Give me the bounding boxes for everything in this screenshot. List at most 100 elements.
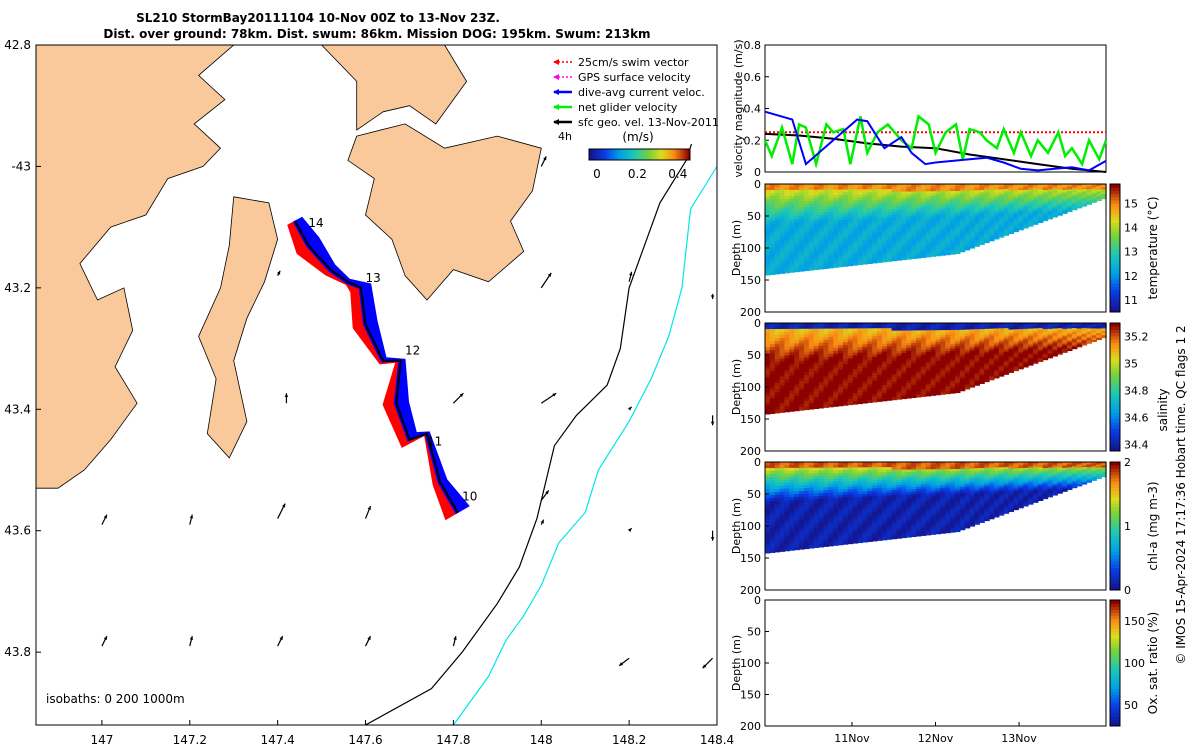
profile-cell xyxy=(1057,198,1063,201)
profile-cell xyxy=(945,249,951,253)
profile-cell xyxy=(828,209,834,213)
profile-cell xyxy=(945,207,951,211)
profile-cell xyxy=(789,547,795,551)
colorbar-cell xyxy=(1110,374,1120,378)
map-y-tick-label: -43 xyxy=(11,159,31,173)
profile-cell xyxy=(779,343,786,348)
profile-cell xyxy=(1062,192,1068,195)
profile-cell xyxy=(799,244,805,249)
profile-cell xyxy=(911,223,917,227)
profile-cell xyxy=(901,241,907,246)
profile-cell xyxy=(930,244,937,248)
profile-cell xyxy=(916,230,922,234)
profile-cell xyxy=(818,249,825,253)
profile-cell xyxy=(808,189,815,194)
profile-cell xyxy=(774,234,781,239)
profile-cell xyxy=(842,200,849,204)
profile-cell xyxy=(784,219,790,224)
profile-cell xyxy=(803,389,810,393)
profile-cell xyxy=(1032,197,1039,200)
profile-cell xyxy=(794,210,800,214)
profile-cell xyxy=(1086,199,1092,201)
profile-cell xyxy=(833,356,839,360)
profile-cell xyxy=(789,184,795,188)
profile-cell xyxy=(1086,190,1092,192)
profile-cell xyxy=(896,237,902,241)
profile-cell xyxy=(1062,351,1068,353)
profile-cell xyxy=(799,401,805,405)
profile-cell xyxy=(935,200,941,204)
profile-cell xyxy=(1003,189,1010,192)
profile-cell xyxy=(881,230,888,234)
profile-cell xyxy=(789,192,795,197)
profile-cell xyxy=(1052,213,1058,216)
profile-cell xyxy=(828,239,834,244)
profile-cell xyxy=(906,243,912,248)
profile-cell xyxy=(779,258,786,262)
profile-cell xyxy=(1057,186,1063,188)
profile-cell xyxy=(847,189,854,193)
velocity-y-tick-label: 0.2 xyxy=(744,134,762,147)
profile-cell xyxy=(881,246,888,250)
profile-cell xyxy=(862,184,868,188)
profile-cell xyxy=(818,345,825,350)
profile-cell xyxy=(954,223,961,227)
profile-cell xyxy=(911,255,917,260)
profile-cell xyxy=(911,226,917,230)
colorbar-tick-label: 35.2 xyxy=(1124,330,1149,343)
profile-cell xyxy=(769,401,776,405)
profile-cell xyxy=(1091,194,1097,196)
current-arrow-3 xyxy=(364,505,372,519)
profile-cell xyxy=(823,342,829,347)
profile-cell xyxy=(1023,211,1029,214)
profile-cell xyxy=(774,343,781,348)
profile-cell xyxy=(818,351,825,355)
profile-cell xyxy=(789,328,795,333)
profile-cell xyxy=(1067,203,1073,205)
profile-cell xyxy=(935,188,941,192)
profile-cell xyxy=(1018,219,1024,222)
profile-cell xyxy=(1037,204,1044,207)
profile-cell xyxy=(769,368,776,372)
profile-cell xyxy=(964,214,971,218)
profile-cell xyxy=(998,228,1005,231)
profile-cell xyxy=(1076,206,1083,209)
profile-cell xyxy=(1023,203,1029,206)
profile-cell xyxy=(784,231,790,235)
profile-cell xyxy=(954,390,961,394)
profile-cell xyxy=(818,544,825,548)
profile-cell xyxy=(1028,213,1034,216)
profile-cell xyxy=(1008,192,1015,195)
profile-cell xyxy=(916,238,922,242)
profile-cell xyxy=(823,259,829,264)
profile-cell xyxy=(765,268,771,273)
profile-cell xyxy=(769,362,776,366)
profile-cell xyxy=(803,189,810,194)
profile-cell xyxy=(964,234,971,238)
land-layer xyxy=(36,45,542,489)
profile-cell xyxy=(916,225,922,229)
profile-cell xyxy=(779,249,786,254)
profile-cell xyxy=(823,334,829,338)
profile-cell xyxy=(935,243,941,247)
profile-cell xyxy=(794,355,800,359)
profile-cell xyxy=(828,331,834,335)
profile-cell xyxy=(867,218,873,222)
profile-cell xyxy=(964,227,971,231)
colorbar-cell xyxy=(1110,383,1120,388)
profile-cell xyxy=(1081,196,1088,198)
profile-cell xyxy=(794,349,800,353)
profile-cell xyxy=(950,242,956,246)
profile-cell xyxy=(847,401,854,406)
profile-cell xyxy=(813,371,820,375)
profile-cell xyxy=(779,207,786,212)
profile-cell xyxy=(1057,211,1063,214)
colorbar-cell xyxy=(661,149,665,160)
colorbar-cell xyxy=(1110,206,1120,211)
profile-cell xyxy=(828,392,834,397)
profile-cell xyxy=(784,201,790,206)
profile-cell xyxy=(881,215,888,219)
profile-cell xyxy=(1052,187,1058,189)
profile-cell xyxy=(950,188,956,192)
colorbar-cell xyxy=(1110,358,1120,362)
